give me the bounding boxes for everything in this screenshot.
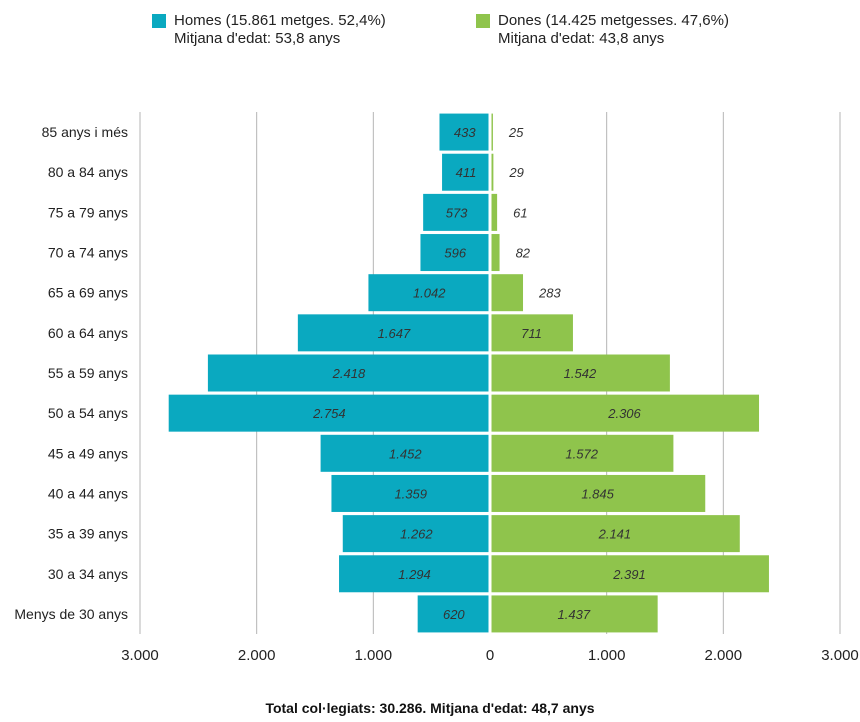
data-label-women: 2.391 xyxy=(612,567,646,582)
data-label-men: 2.754 xyxy=(312,406,346,421)
bar-men xyxy=(320,434,490,472)
bar-women xyxy=(490,555,769,593)
data-label-men: 620 xyxy=(443,607,465,622)
legend-women-age: Mitjana d'edat: 43,8 anys xyxy=(498,30,665,47)
data-label-men: 1.452 xyxy=(389,446,422,461)
data-label-women: 711 xyxy=(521,326,542,341)
x-tick-label: 0 xyxy=(486,647,494,664)
bar-men xyxy=(342,515,490,553)
bar-men xyxy=(417,595,490,633)
x-tick-label: 1.000 xyxy=(588,647,626,664)
category-label: 30 a 34 anys xyxy=(48,566,128,582)
bar-men xyxy=(442,153,490,191)
bar-women xyxy=(490,234,500,272)
data-label-men: 573 xyxy=(446,205,468,220)
legend-women-label: Dones (14.425 metgesses. 47,6%) xyxy=(498,12,729,29)
legend-men: Homes (15.861 metges. 52,4%) Mitjana d'e… xyxy=(152,12,386,48)
data-label-men: 1.359 xyxy=(394,486,427,501)
data-label-women: 25 xyxy=(508,125,524,140)
data-label-men: 2.418 xyxy=(332,366,366,381)
category-label: 50 a 54 anys xyxy=(48,405,128,421)
bar-men xyxy=(420,234,490,272)
legend-men-age: Mitjana d'edat: 53,8 anys xyxy=(174,30,341,47)
bar-men xyxy=(339,555,490,593)
chart-footer-total: Total col·legiats: 30.286. Mitjana d'eda… xyxy=(265,700,595,716)
x-tick-label: 2.000 xyxy=(705,647,743,664)
bar-men xyxy=(423,193,490,231)
x-tick-label: 2.000 xyxy=(238,647,276,664)
category-label: 75 a 79 anys xyxy=(48,204,128,220)
bar-men xyxy=(168,394,490,432)
category-label: 85 anys i més xyxy=(42,124,128,140)
data-label-women: 1.845 xyxy=(581,486,614,501)
legend-men-swatch xyxy=(152,14,166,28)
data-label-men: 1.042 xyxy=(413,286,446,301)
category-label: 40 a 44 anys xyxy=(48,485,128,501)
bar-women xyxy=(490,474,706,512)
legend-men-label: Homes (15.861 metges. 52,4%) xyxy=(174,12,386,29)
bar-women xyxy=(490,434,674,472)
category-label: 70 a 74 anys xyxy=(48,245,128,261)
bar-women xyxy=(490,354,670,392)
category-label: 80 a 84 anys xyxy=(48,164,128,180)
data-label-women: 82 xyxy=(516,246,531,261)
bar-women xyxy=(490,314,573,352)
data-label-men: 1.647 xyxy=(378,326,411,341)
legend-women-swatch xyxy=(476,14,490,28)
category-label: Menys de 30 anys xyxy=(14,606,128,622)
category-label: 35 a 39 anys xyxy=(48,526,128,542)
bar-men xyxy=(439,113,490,151)
data-label-women: 29 xyxy=(508,165,523,180)
data-label-men: 1.262 xyxy=(400,527,433,542)
population-pyramid-chart: 85 anys i més 433 25 80 a 84 anys 411 29 75 a … xyxy=(14,112,859,664)
bar-women xyxy=(490,193,498,231)
bar-men xyxy=(207,354,490,392)
category-label: 65 a 69 anys xyxy=(48,285,128,301)
bar-women xyxy=(490,595,658,633)
data-label-men: 411 xyxy=(456,165,477,180)
bar-men xyxy=(368,274,490,312)
data-label-women: 2.306 xyxy=(607,406,641,421)
data-label-women: 2.141 xyxy=(598,527,632,542)
x-tick-label: 3.000 xyxy=(821,647,859,664)
x-tick-label: 1.000 xyxy=(355,647,393,664)
data-label-women: 283 xyxy=(538,286,561,301)
bar-women xyxy=(490,515,740,553)
bar-men xyxy=(297,314,490,352)
category-label: 45 a 49 anys xyxy=(48,445,128,461)
data-label-men: 1.294 xyxy=(398,567,431,582)
legend-women: Dones (14.425 metgesses. 47,6%) Mitjana … xyxy=(476,12,729,48)
category-label: 55 a 59 anys xyxy=(48,365,128,381)
bar-men xyxy=(331,474,490,512)
data-label-women: 1.572 xyxy=(565,446,598,461)
bar-women xyxy=(490,274,524,312)
x-tick-label: 3.000 xyxy=(121,647,159,664)
data-label-men: 596 xyxy=(444,246,466,261)
data-label-women: 1.437 xyxy=(558,607,591,622)
data-label-women: 61 xyxy=(513,205,527,220)
data-label-women: 1.542 xyxy=(564,366,597,381)
bar-women xyxy=(490,153,494,191)
data-label-men: 433 xyxy=(454,125,476,140)
category-label: 60 a 64 anys xyxy=(48,325,128,341)
bar-women xyxy=(490,394,760,432)
